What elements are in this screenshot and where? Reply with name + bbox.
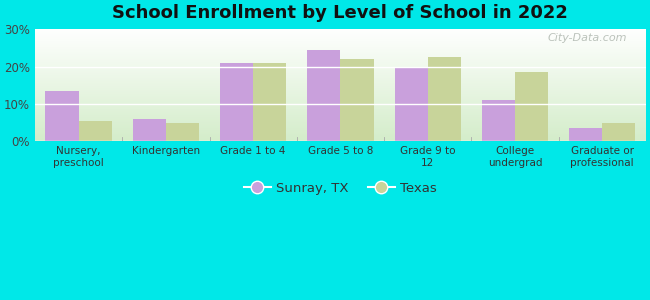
Bar <box>166 123 199 142</box>
Bar <box>307 50 341 142</box>
Bar <box>569 128 602 142</box>
Bar <box>428 57 461 142</box>
Bar <box>79 121 112 142</box>
Bar <box>46 91 79 142</box>
Bar <box>341 59 374 142</box>
Bar <box>395 67 428 142</box>
Text: City-Data.com: City-Data.com <box>548 33 627 43</box>
Bar <box>220 63 253 142</box>
Bar <box>602 123 635 142</box>
Title: School Enrollment by Level of School in 2022: School Enrollment by Level of School in … <box>112 4 568 22</box>
Legend: Sunray, TX, Texas: Sunray, TX, Texas <box>239 176 442 200</box>
Bar <box>515 72 548 142</box>
Bar <box>253 63 287 142</box>
Bar <box>133 119 166 142</box>
Bar <box>482 100 515 142</box>
